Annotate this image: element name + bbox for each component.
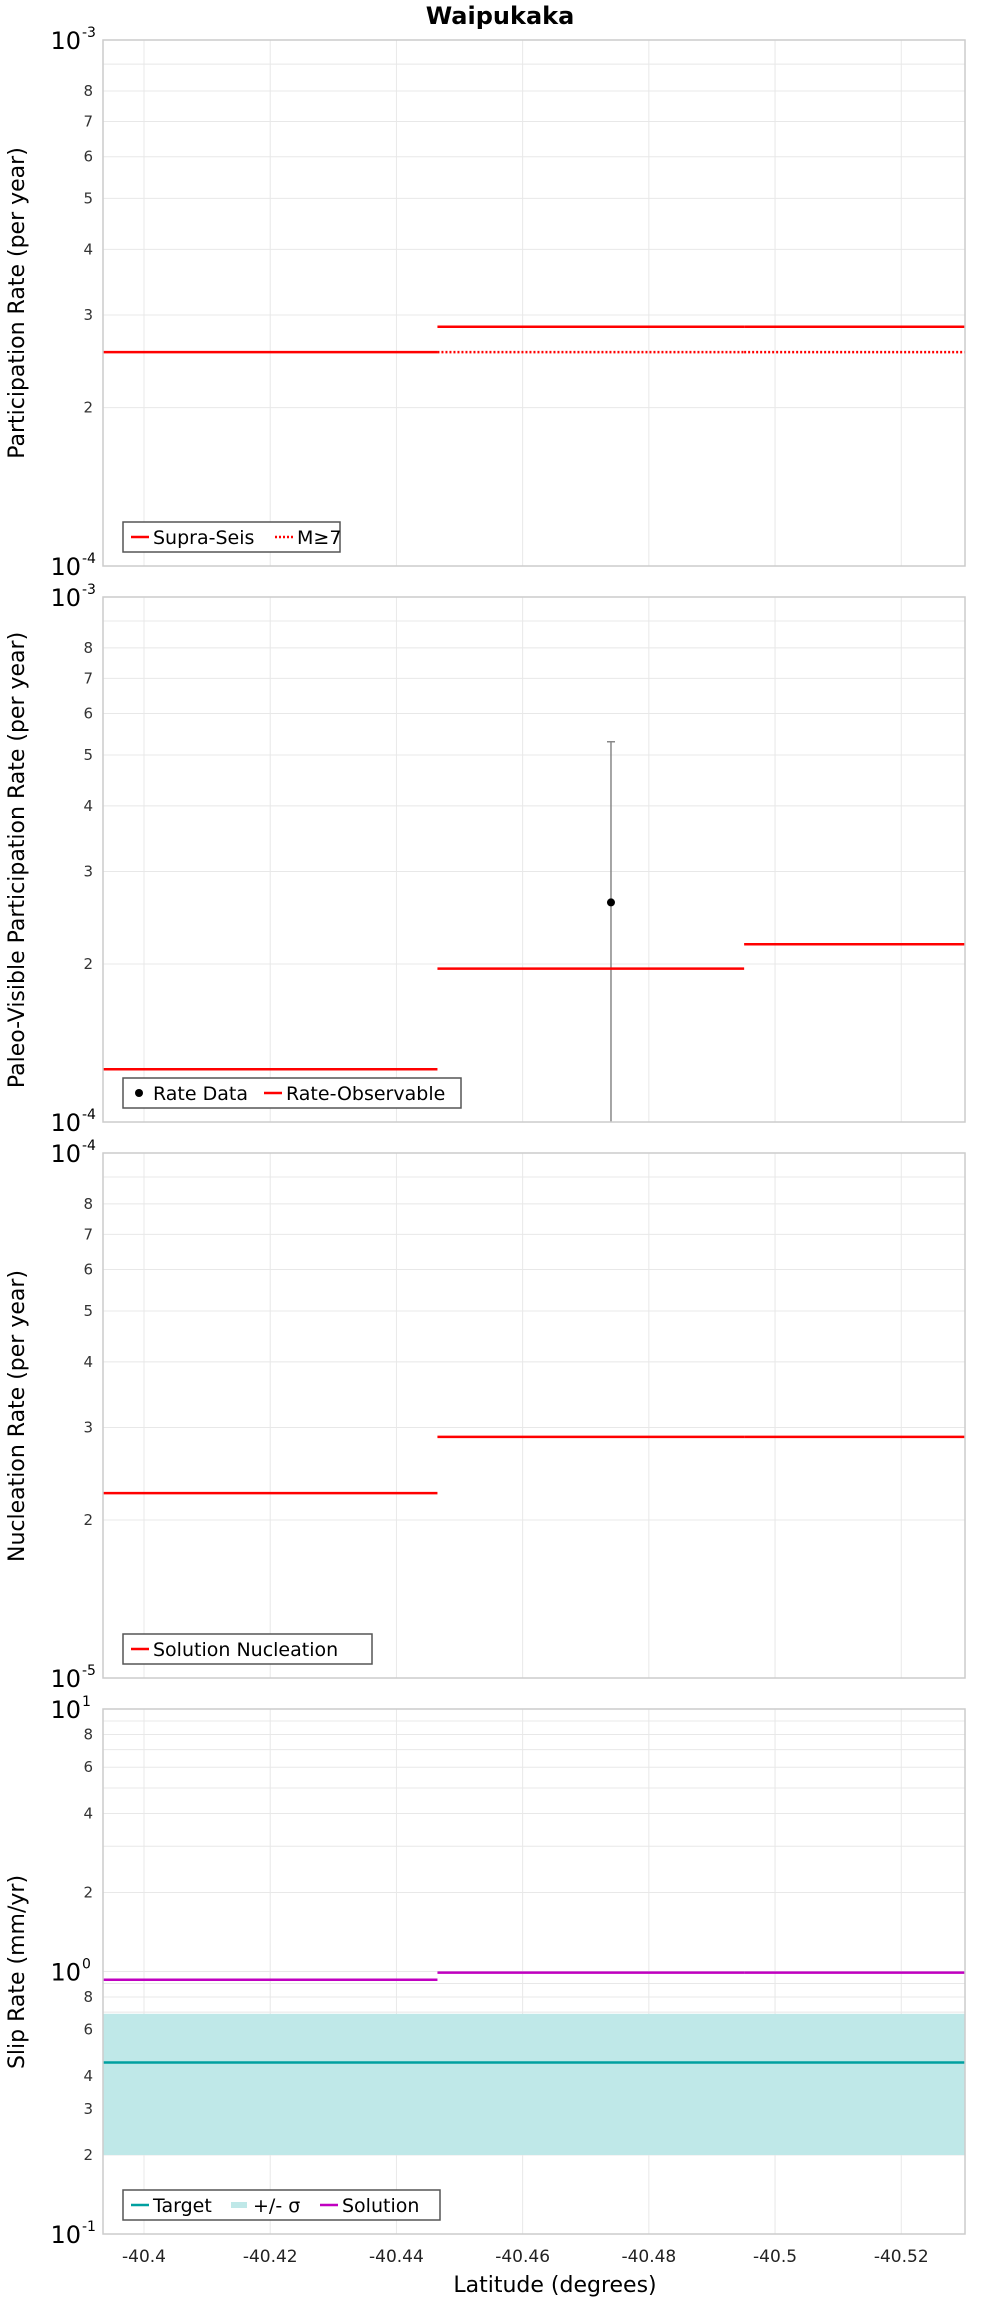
y-tick-label: 3 <box>83 863 93 881</box>
y-decade-label: 10 <box>50 27 81 55</box>
y-tick-label: 5 <box>83 189 93 207</box>
y-tick-label: 7 <box>83 669 93 687</box>
y-tick-label: 5 <box>83 746 93 764</box>
y-decade-exponent: 1 <box>82 1694 91 1710</box>
x-tick-label: -40.52 <box>874 2247 929 2267</box>
y-decade-exponent: -1 <box>82 2219 96 2235</box>
plot-frame <box>102 1708 966 2235</box>
x-tick-label: -40.44 <box>369 2247 424 2267</box>
y-tick-label: 4 <box>83 797 93 815</box>
y-tick-label: 4 <box>83 240 93 258</box>
legend-box <box>122 1633 373 1665</box>
legend-box <box>122 521 341 553</box>
x-tick-label: -40.48 <box>621 2247 676 2267</box>
legend-label: Solution <box>342 2195 419 2217</box>
legend-box <box>122 2189 441 2221</box>
y-axis-label: Nucleation Rate (per year) <box>5 1270 30 1562</box>
y-decade-exponent: -4 <box>82 551 96 567</box>
y-decade-label: 10 <box>50 553 81 581</box>
y-tick-label: 6 <box>83 148 93 166</box>
y-tick-label: 3 <box>83 1419 93 1437</box>
legend-label: Rate Data <box>153 1083 248 1105</box>
legend-label: Rate-Observable <box>286 1083 445 1105</box>
y-tick-label: 8 <box>83 1988 93 2006</box>
y-tick-label: 4 <box>83 1804 93 1822</box>
y-tick-label: 5 <box>83 1302 93 1320</box>
plot-frame <box>102 1152 966 1679</box>
legend-box <box>122 1077 462 1109</box>
x-tick-label: -40.46 <box>495 2247 550 2267</box>
plot-area <box>103 40 965 566</box>
y-decade-exponent: -3 <box>82 582 96 598</box>
legend-label: +/- σ <box>253 2195 300 2217</box>
rate-data-point <box>606 898 615 907</box>
legend: Target +/- σ Solution <box>122 2189 441 2221</box>
y-tick-label: 8 <box>83 1725 93 1743</box>
plot-frame <box>102 596 966 1123</box>
legend: Rate Data Rate-Observable <box>122 1077 462 1109</box>
y-decade-exponent: -5 <box>82 1663 96 1679</box>
x-tick-label: -40.42 <box>243 2247 298 2267</box>
y-tick-label: 7 <box>83 112 93 130</box>
y-decade-exponent: -4 <box>82 1107 96 1123</box>
y-decade-exponent: -4 <box>82 1138 96 1154</box>
y-decade-label: 10 <box>50 1109 81 1137</box>
y-tick-label: 4 <box>83 2067 93 2085</box>
y-tick-label: 2 <box>83 399 93 417</box>
y-tick-label: 8 <box>83 82 93 100</box>
x-axis: -40.4 -40.42 -40.44 -40.46 -40.48 -40.5 -40.52 <box>122 2247 929 2267</box>
y-tick-label: 2 <box>83 1511 93 1529</box>
legend-label: Supra-Seis <box>153 527 254 549</box>
legend: Supra-Seis M≥7 <box>122 521 341 553</box>
y-axis-label: Slip Rate (mm/yr) <box>5 1875 30 2069</box>
y-tick-label: 2 <box>83 1883 93 1901</box>
y-tick-label: 6 <box>83 704 93 722</box>
sigma-band <box>103 2013 965 2155</box>
legend-label: Target <box>152 2195 212 2217</box>
y-tick-label: 6 <box>83 1758 93 1776</box>
y-decade-label: 10 <box>50 1959 81 1987</box>
y-tick-label: 6 <box>83 1260 93 1278</box>
y-axis-label: Paleo-Visible Participation Rate (per ye… <box>5 632 30 1088</box>
y-tick-label: 2 <box>83 2146 93 2164</box>
y-decade-exponent: 0 <box>82 1957 91 1973</box>
y-decade-label: 10 <box>50 2221 81 2249</box>
y-decade-exponent: -3 <box>82 25 96 41</box>
plot-area <box>103 597 965 1122</box>
y-tick-label: 3 <box>83 306 93 324</box>
x-tick-label: -40.4 <box>122 2247 166 2267</box>
x-tick-label: -40.5 <box>753 2247 797 2267</box>
legend: Solution Nucleation <box>122 1633 373 1665</box>
y-decade-label: 10 <box>50 1140 81 1168</box>
y-tick-label: 2 <box>83 955 93 973</box>
y-tick-label: 4 <box>83 1353 93 1371</box>
legend-label: Solution Nucleation <box>153 1639 338 1661</box>
plot-frame <box>102 39 966 567</box>
legend-marker-band <box>231 2202 247 2208</box>
legend-label: M≥7 <box>297 527 341 549</box>
x-axis-label: Latitude (degrees) <box>453 2273 656 2298</box>
figure-title: Waipukaka <box>426 2 575 30</box>
legend-marker-rate-data <box>135 1089 143 1097</box>
plot-area <box>103 1153 965 1678</box>
y-tick-label: 6 <box>83 2021 93 2039</box>
y-tick-label: 8 <box>83 1195 93 1213</box>
y-tick-label: 3 <box>83 2100 93 2118</box>
y-axis-label: Participation Rate (per year) <box>5 147 30 459</box>
y-tick-label: 7 <box>83 1225 93 1243</box>
y-decade-label: 10 <box>50 1665 81 1693</box>
y-decade-label: 10 <box>50 1696 81 1724</box>
y-tick-label: 8 <box>83 639 93 657</box>
y-decade-label: 10 <box>50 584 81 612</box>
